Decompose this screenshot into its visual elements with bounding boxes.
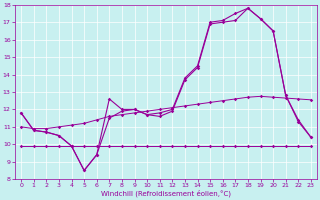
X-axis label: Windchill (Refroidissement éolien,°C): Windchill (Refroidissement éolien,°C) <box>101 190 231 197</box>
